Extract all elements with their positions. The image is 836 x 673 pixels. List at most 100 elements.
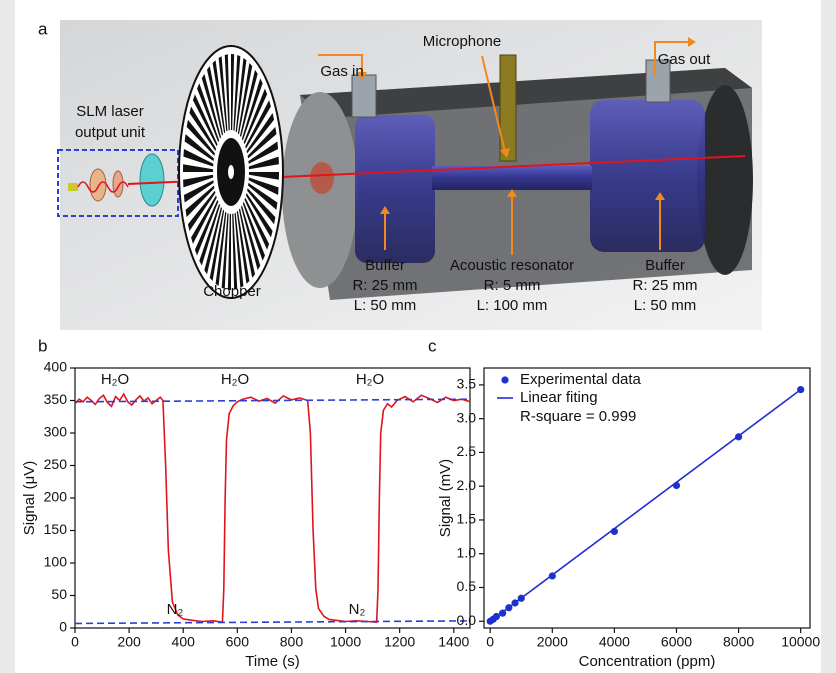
laser-diode — [68, 183, 78, 191]
diagram-label: Acoustic resonator — [450, 257, 574, 274]
y-tick-label: 350 — [44, 391, 68, 407]
chopper-blade — [227, 213, 231, 290]
chopper-blade — [234, 212, 244, 288]
series-line — [74, 392, 471, 624]
arrow — [481, 55, 506, 153]
y-tick-label: 200 — [44, 489, 68, 505]
gas-outlet — [645, 59, 671, 103]
setup-diagram: SLM laser output unit Chopper Gas in Gas… — [57, 20, 762, 330]
chopper-blade — [233, 55, 241, 131]
chopper-blade — [183, 164, 214, 172]
y-tick-label: 0 — [59, 619, 67, 635]
chopper-blade — [224, 54, 230, 131]
diagram-label: R: 25 mm — [632, 277, 697, 294]
y-tick-label: 250 — [44, 456, 68, 472]
chopper-blade — [245, 100, 271, 149]
annotation: N₂ — [167, 601, 184, 618]
diagram-label: Microphone — [423, 33, 501, 50]
y-tick-label: 2.5 — [457, 443, 477, 459]
annotation: R-square = 0.999 — [520, 408, 636, 425]
chopper-axle — [228, 165, 234, 179]
annotation: H₂O — [101, 371, 129, 388]
chopper-blade — [247, 188, 276, 225]
window — [310, 162, 334, 194]
arrowhead — [655, 192, 665, 200]
chopper-wheel — [178, 45, 284, 299]
laser-wave — [77, 181, 129, 193]
chopper-blade — [186, 119, 215, 156]
cell-top — [300, 68, 752, 118]
x-tick-label: 200 — [117, 634, 141, 650]
x-tick-label: 8000 — [723, 634, 754, 650]
laser-unit-box — [57, 149, 179, 217]
arrow — [654, 41, 688, 75]
arrowhead — [500, 148, 510, 158]
diagram-label: Buffer — [645, 257, 685, 274]
x-tick-label: 2000 — [537, 634, 568, 650]
y-tick-label: 1.0 — [457, 544, 477, 560]
y-tick-label: 300 — [44, 424, 68, 440]
annotation: N₂ — [349, 601, 366, 618]
diagram-label: Buffer — [365, 257, 405, 274]
arrowheads — [357, 37, 696, 214]
plot-frame — [483, 367, 811, 629]
chopper-blade — [204, 206, 222, 275]
chopper-blade — [192, 94, 218, 147]
chopper-blade — [218, 56, 228, 132]
y-axis-title: Signal (μV) — [21, 461, 38, 536]
diagram-label: output unit — [75, 124, 146, 141]
chopper-blade — [248, 182, 278, 210]
x-tick-label: 4000 — [599, 634, 630, 650]
diagram-labels: Buffer R: 25 mm L: 50 mm Acoustic resonator… — [352, 257, 697, 314]
diagram-label: L: 50 mm — [634, 297, 697, 314]
chopper-blade — [244, 197, 270, 250]
annotation: H₂O — [356, 371, 384, 388]
modulator — [139, 153, 165, 207]
lens — [89, 168, 107, 202]
x-tick-label: 1200 — [384, 634, 415, 650]
chopper-blade — [207, 66, 224, 136]
gas-inlet — [351, 74, 377, 118]
chopper-blade — [231, 54, 235, 131]
cell-end-cap — [697, 85, 753, 275]
x-tick-label: 600 — [226, 634, 250, 650]
diagram-label: Gas out — [658, 51, 711, 68]
series-line — [489, 388, 802, 622]
chopper-blade — [232, 213, 238, 290]
diagram-label: SLM laser — [76, 103, 144, 120]
legend-label: Linear fiting — [520, 389, 598, 406]
diagram-label: L: 50 mm — [354, 297, 417, 314]
x-tick-label: 800 — [280, 634, 304, 650]
y-tick-label: 3.5 — [457, 376, 477, 392]
chopper-blade — [194, 199, 219, 256]
chopper-blade — [238, 208, 255, 278]
chopper-blade — [209, 209, 225, 282]
chopper-blade — [248, 156, 279, 170]
chopper-blade — [184, 134, 214, 162]
y-tick-label: 1.5 — [457, 511, 477, 527]
chopper-blade — [248, 172, 279, 180]
arrow — [318, 54, 363, 73]
x-tick-label: 1400 — [438, 634, 469, 650]
arrowhead — [380, 206, 390, 214]
x-axis-title: Time (s) — [245, 653, 299, 670]
y-tick-label: 2.0 — [457, 477, 477, 493]
diagram-label: R: 25 mm — [352, 277, 417, 294]
chopper-blade — [183, 174, 214, 188]
chopper-blade — [242, 201, 265, 261]
chopper-blade — [187, 190, 216, 231]
chopper-blade — [185, 185, 215, 218]
y-tick-label: 100 — [44, 554, 68, 570]
x-tick-label: 6000 — [661, 634, 692, 650]
y-tick-label: 0.0 — [457, 612, 477, 628]
arrowhead — [357, 72, 367, 80]
x-tick-label: 1000 — [330, 634, 361, 650]
buffer-chamber — [355, 115, 435, 263]
chopper-blade — [237, 62, 253, 135]
chopper-blade — [236, 210, 250, 284]
chopper-blade — [221, 213, 229, 289]
chopper-blade — [201, 73, 221, 139]
legend-label: Experimental data — [520, 371, 642, 388]
microphone — [499, 54, 517, 162]
